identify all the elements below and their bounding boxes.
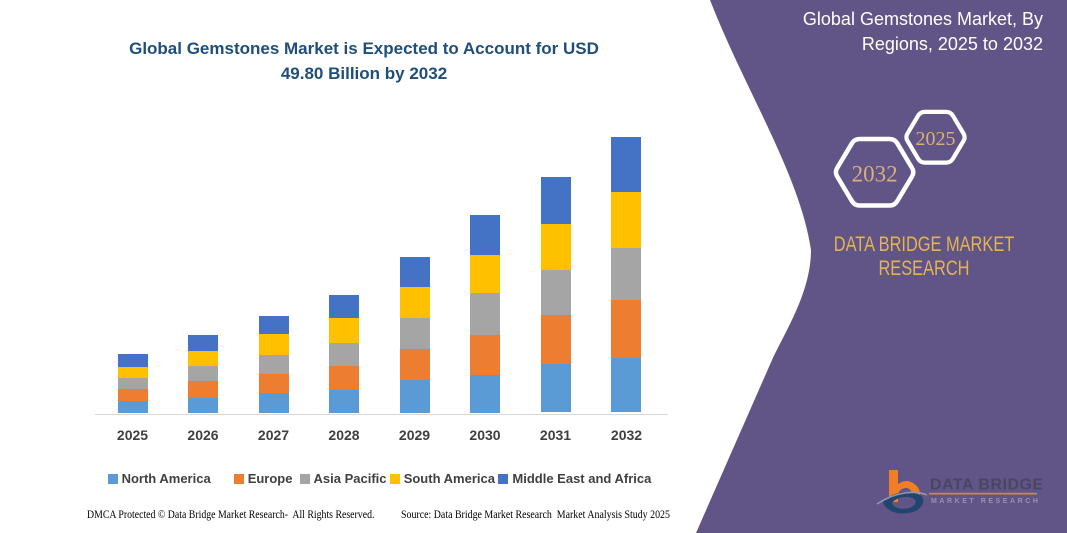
svg-text:2032: 2032	[852, 162, 898, 187]
svg-text:DATA BRIDGE: DATA BRIDGE	[930, 477, 1044, 494]
svg-text:2025: 2025	[916, 128, 956, 150]
svg-text:MARKET RESEARCH: MARKET RESEARCH	[931, 498, 1040, 505]
